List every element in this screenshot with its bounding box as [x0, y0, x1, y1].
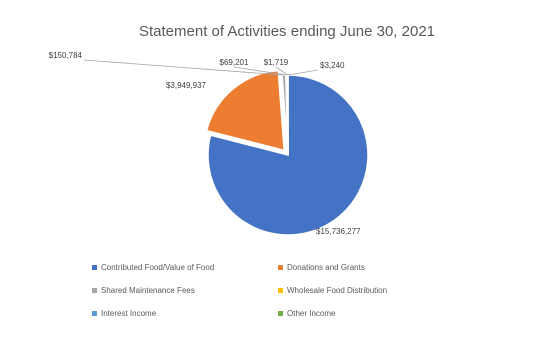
label-other-income: $3,240: [320, 61, 345, 70]
label-interest-income: $1,719: [264, 58, 289, 67]
legend-marker-interest-income: [92, 311, 97, 316]
legend-marker-shared-maintenance-fees: [92, 288, 97, 293]
leader-interest-income: [275, 66, 288, 76]
leader-wholesale-food-distribution: [233, 66, 287, 76]
legend-label-other-income: Other Income: [287, 309, 336, 318]
data-labels: $15,736,277 $3,949,937 $150,784 $69,201 $1,7…: [49, 51, 361, 236]
legend-label-wholesale-food-distribution: Wholesale Food Distribution: [287, 286, 387, 295]
legend-marker-wholesale-food-distribution: [278, 288, 283, 293]
legend: Contributed Food/Value of Food Donations …: [92, 263, 387, 318]
label-wholesale-food-distribution: $69,201: [220, 58, 249, 67]
legend-marker-donations-and-grants: [278, 265, 283, 270]
legend-label-donations-and-grants: Donations and Grants: [287, 263, 365, 272]
leader-shared-maintenance-fees: [83, 59, 285, 76]
label-donations-and-grants: $3,949,937: [166, 81, 207, 90]
legend-marker-contributed-food-value-of-food: [92, 265, 97, 270]
chart-title: Statement of Activities ending June 30, …: [139, 23, 435, 40]
label-contributed-food-value-of-food: $15,736,277: [316, 227, 361, 236]
legend-marker-other-income: [278, 311, 283, 316]
leader-other-income: [287, 69, 319, 76]
legend-label-contributed-food-value-of-food: Contributed Food/Value of Food: [101, 263, 214, 272]
slice-donations-and-grants: [205, 69, 285, 152]
legend-label-shared-maintenance-fees: Shared Maintenance Fees: [101, 286, 195, 295]
legend-label-interest-income: Interest Income: [101, 309, 157, 318]
leader-lines: [83, 59, 319, 76]
label-shared-maintenance-fees: $150,784: [49, 51, 83, 60]
pie-slices: [205, 69, 369, 236]
